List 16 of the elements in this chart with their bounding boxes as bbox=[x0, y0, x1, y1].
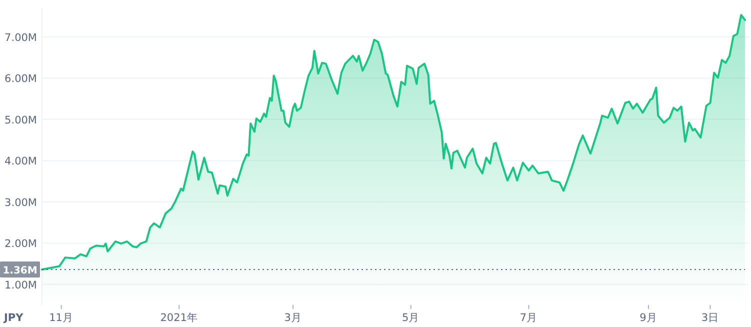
x-tick-label: 9月 bbox=[640, 312, 658, 324]
x-tick-label: 11月 bbox=[49, 312, 74, 324]
y-tick-label: 5.00M bbox=[4, 114, 37, 126]
y-tick-label: 2.00M bbox=[4, 238, 37, 250]
ref-line-label: 1.36M bbox=[2, 266, 38, 277]
x-tick-label: 2021年 bbox=[160, 312, 198, 324]
y-tick-label: 4.00M bbox=[4, 156, 37, 168]
y-tick-label: 1.00M bbox=[4, 279, 37, 292]
x-tick-label: 3日 bbox=[701, 312, 720, 324]
y-tick-label: 3.00M bbox=[4, 196, 37, 209]
x-tick-label: 3月 bbox=[284, 312, 302, 324]
y-axis-title: JPY bbox=[3, 312, 24, 324]
x-tick-label: 7月 bbox=[520, 312, 538, 324]
y-tick-label: 6.00M bbox=[4, 73, 37, 86]
y-tick-label: 7.00M bbox=[4, 32, 37, 44]
x-tick-label: 5月 bbox=[402, 312, 420, 324]
